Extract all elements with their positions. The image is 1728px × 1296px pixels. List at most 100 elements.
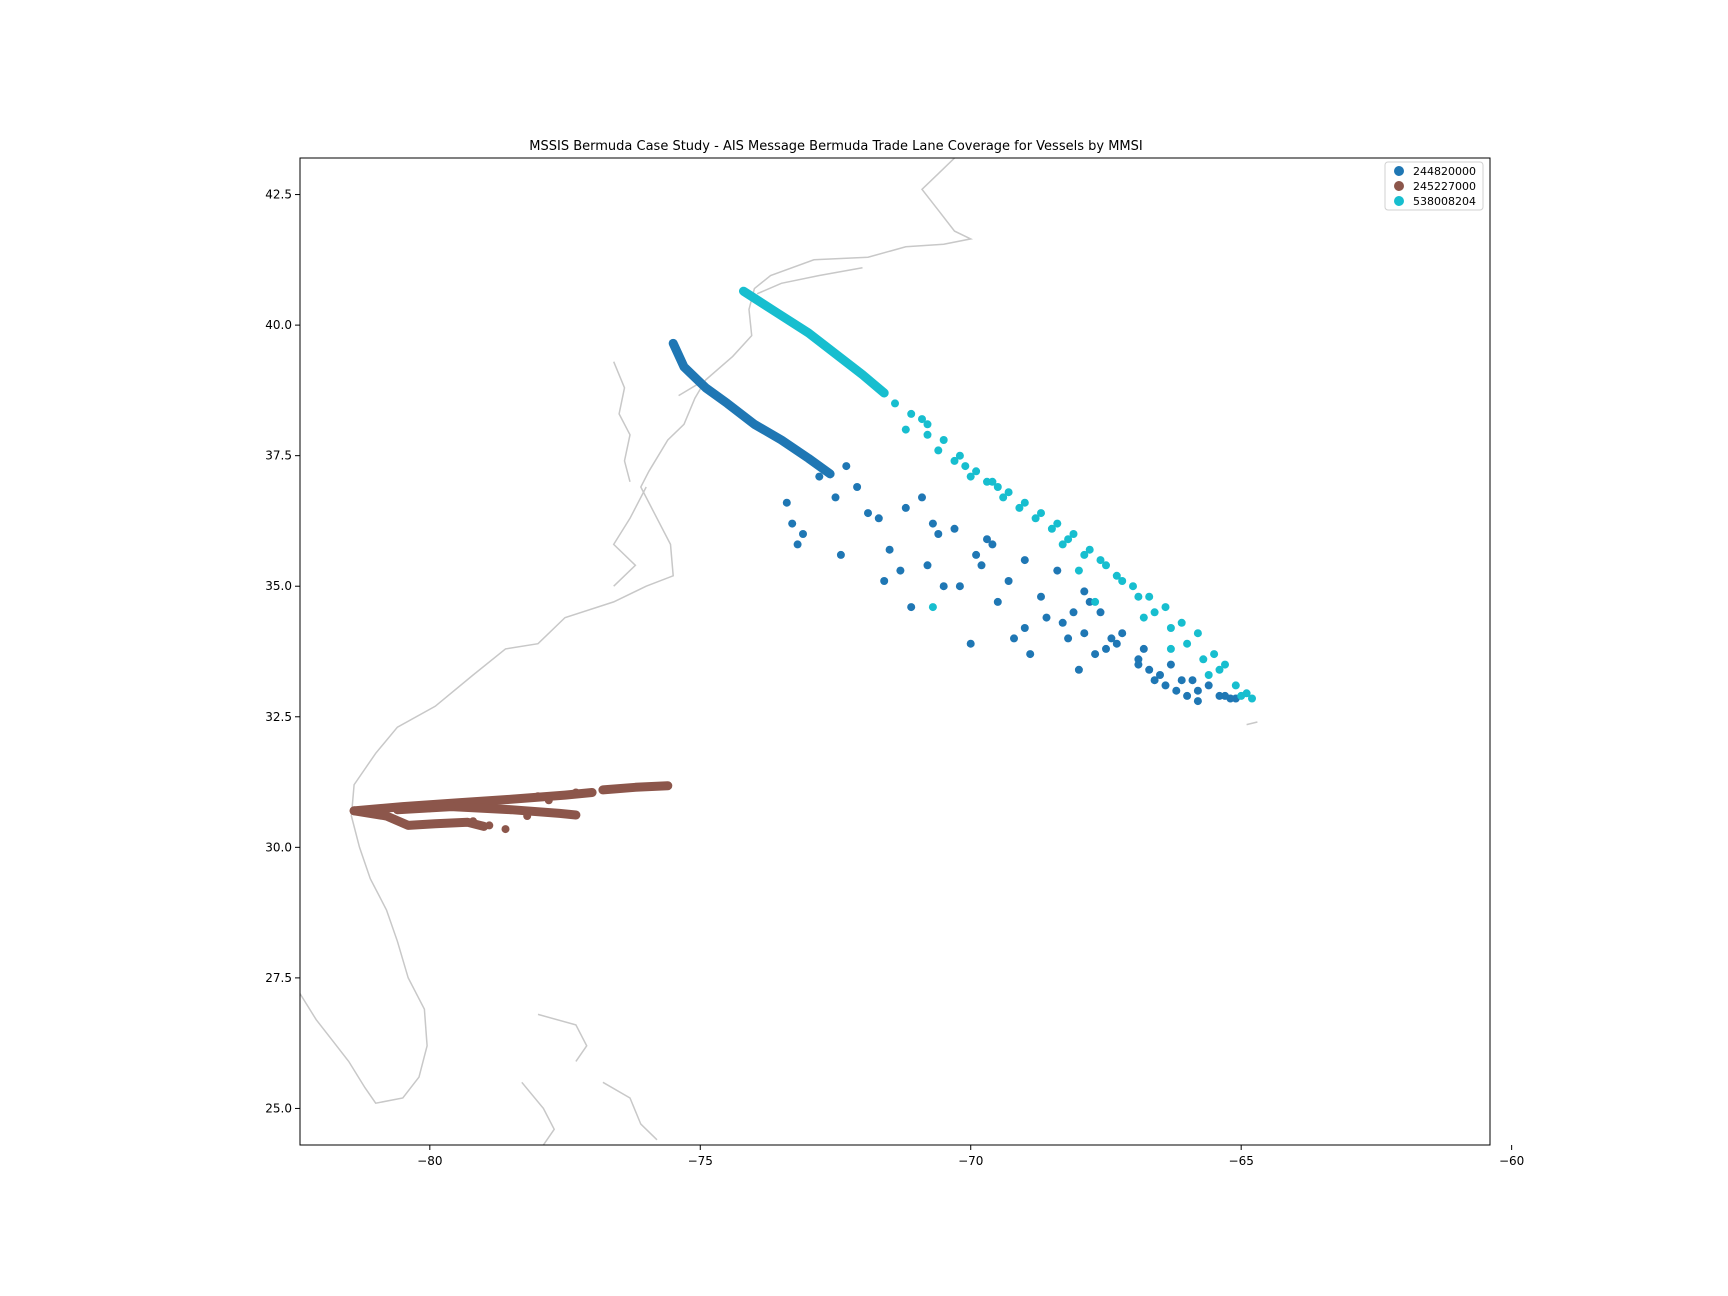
chart-title: MSSIS Bermuda Case Study - AIS Message B… (529, 139, 1142, 154)
data-point (1020, 498, 1029, 507)
legend: 244820000 245227000 538008204 (1384, 161, 1484, 211)
data-point (1080, 550, 1089, 559)
data-point (1112, 639, 1121, 648)
data-point (1193, 697, 1202, 706)
data-point (1193, 629, 1202, 638)
data-point (1064, 634, 1073, 643)
legend-marker (1394, 196, 1404, 206)
data-point (782, 498, 791, 507)
data-point (999, 493, 1008, 502)
y-tick-label: 30.0 (265, 840, 292, 854)
data-point (544, 796, 553, 805)
x-tick-label: −60 (1499, 1154, 1524, 1168)
data-point (993, 597, 1002, 606)
data-point (988, 540, 997, 549)
coastline-segment (612, 486, 647, 587)
data-point (993, 483, 1002, 491)
data-point (950, 524, 959, 533)
data-point (1129, 582, 1137, 591)
data-point (1004, 488, 1013, 497)
data-point (1102, 644, 1110, 653)
x-tick-label: −75 (688, 1154, 713, 1168)
data-point (523, 812, 532, 820)
data-point (1237, 691, 1246, 700)
coastline-segment (613, 361, 631, 482)
data-point (1020, 556, 1029, 565)
data-point (1139, 613, 1148, 622)
data-point (425, 804, 434, 813)
data-point (1069, 608, 1078, 617)
y-tick-label: 37.5 (265, 449, 292, 463)
data-point (447, 801, 456, 810)
data-point (1215, 691, 1224, 700)
data-point (1134, 660, 1143, 669)
data-point (966, 472, 975, 481)
data-point (934, 530, 943, 538)
data-point (1091, 650, 1100, 659)
legend-box (1384, 161, 1484, 211)
track-line (598, 781, 673, 795)
data-point (1172, 686, 1181, 695)
data-point (836, 550, 845, 559)
data-point (1037, 592, 1045, 601)
coastline-segment (537, 1013, 588, 1062)
data-point (1183, 691, 1192, 700)
coastline-segment (1246, 721, 1258, 726)
data-point (1226, 694, 1235, 703)
data-point (1166, 624, 1175, 632)
data-point (972, 550, 981, 559)
data-point (1015, 503, 1024, 512)
data-point (983, 477, 991, 486)
data-point (983, 535, 991, 544)
data-point (1166, 660, 1175, 669)
data-point (815, 472, 824, 481)
data-point (1047, 524, 1056, 533)
x-tick-label: −65 (1229, 1154, 1254, 1168)
data-point (1161, 603, 1170, 612)
data-point (1058, 618, 1067, 627)
data-point (1010, 634, 1018, 643)
data-point (1053, 566, 1062, 575)
data-point (955, 582, 964, 591)
data-point (901, 503, 910, 512)
data-point (1020, 624, 1029, 632)
data-point (874, 514, 883, 523)
data-point (1112, 571, 1121, 580)
data-point (1096, 608, 1105, 617)
coastline (300, 158, 1258, 1145)
data-point (1177, 676, 1186, 685)
data-point (1031, 514, 1040, 523)
data-point (1183, 639, 1192, 648)
data-point (864, 509, 872, 518)
data-point (1204, 671, 1213, 679)
data-point (961, 462, 970, 471)
data-point (793, 540, 802, 549)
data-point (977, 561, 986, 570)
data-point (501, 825, 510, 834)
data-point (923, 561, 932, 570)
data-point (1215, 665, 1224, 674)
y-tick-label: 25.0 (265, 1101, 292, 1115)
y-tick-label: 27.5 (265, 971, 292, 985)
data-point (1107, 634, 1116, 643)
plot-frame (299, 157, 1491, 1146)
legend-label: 245227000 (1413, 180, 1476, 193)
data-point (1074, 566, 1083, 575)
data-point (469, 817, 478, 826)
data-point (615, 784, 624, 793)
data-point (1231, 681, 1240, 690)
y-tick-label: 35.0 (265, 579, 292, 593)
data-point (1064, 535, 1073, 544)
data-point (853, 483, 862, 491)
data-point (1037, 509, 1045, 518)
data-point (1177, 618, 1186, 627)
data-point (534, 792, 542, 801)
data-point (972, 467, 981, 476)
y-axis: 25.0 27.5 30.0 32.5 35.0 37.5 40.0 42.5 (265, 188, 300, 1115)
data-point (1210, 650, 1219, 659)
coastline-segment (300, 158, 974, 1105)
series-244820000 (668, 338, 1240, 706)
legend-label: 538008204 (1413, 195, 1476, 208)
legend-marker (1394, 166, 1404, 176)
track-line (392, 802, 581, 820)
